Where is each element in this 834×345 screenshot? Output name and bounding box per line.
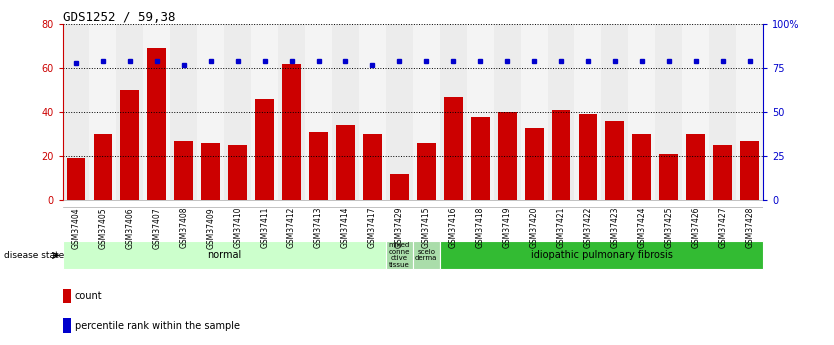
Bar (332, 24, 359, 200)
Bar (632, 134, 651, 200)
Bar (601, 24, 628, 200)
Bar (305, 24, 332, 200)
Bar (143, 24, 170, 200)
Bar (201, 143, 220, 200)
Bar (278, 24, 305, 200)
Text: idiopathic pulmonary fibrosis: idiopathic pulmonary fibrosis (530, 250, 672, 260)
Text: disease state: disease state (4, 251, 64, 260)
Text: GSM37415: GSM37415 (422, 207, 431, 248)
Bar (363, 134, 382, 200)
Bar (551, 110, 570, 200)
Bar (470, 117, 490, 200)
Text: GSM37409: GSM37409 (206, 207, 215, 249)
Bar (417, 143, 435, 200)
Text: GSM37414: GSM37414 (341, 207, 350, 248)
Text: GSM37428: GSM37428 (745, 207, 754, 248)
Text: GSM37422: GSM37422 (584, 207, 592, 248)
Text: GSM37404: GSM37404 (72, 207, 81, 249)
Bar (93, 134, 113, 200)
Text: GSM37406: GSM37406 (125, 207, 134, 249)
Bar (89, 24, 117, 200)
Bar (359, 24, 386, 200)
Bar (386, 24, 413, 200)
Text: GSM37421: GSM37421 (556, 207, 565, 248)
Text: GSM37412: GSM37412 (287, 207, 296, 248)
Bar (120, 90, 139, 200)
Bar (520, 24, 548, 200)
Bar (682, 24, 709, 200)
Bar (444, 97, 463, 200)
Bar (63, 241, 386, 269)
Bar (63, 318, 71, 333)
Bar (224, 24, 251, 200)
Bar (605, 121, 625, 200)
Bar (575, 24, 601, 200)
Text: GSM37429: GSM37429 (394, 207, 404, 248)
Text: GSM37418: GSM37418 (475, 207, 485, 248)
Text: GSM37424: GSM37424 (637, 207, 646, 248)
Text: mixed
conne
ctive
tissue: mixed conne ctive tissue (389, 243, 410, 268)
Bar (117, 24, 143, 200)
Bar (309, 132, 328, 200)
Bar (413, 241, 440, 269)
Text: GSM37427: GSM37427 (718, 207, 727, 248)
Bar (229, 145, 247, 200)
Text: GSM37411: GSM37411 (260, 207, 269, 248)
Bar (170, 24, 198, 200)
Text: GSM37410: GSM37410 (234, 207, 242, 248)
Bar (413, 24, 440, 200)
Bar (548, 24, 575, 200)
Bar (440, 24, 467, 200)
Text: percentile rank within the sample: percentile rank within the sample (75, 321, 240, 331)
Bar (67, 158, 85, 200)
Text: GSM37405: GSM37405 (98, 207, 108, 249)
Bar (736, 24, 763, 200)
Text: GSM37426: GSM37426 (691, 207, 701, 248)
Bar (386, 241, 413, 269)
Bar (251, 24, 278, 200)
Bar (63, 289, 71, 304)
Text: GSM37417: GSM37417 (368, 207, 377, 248)
Bar (336, 125, 355, 200)
Text: scelo
derma: scelo derma (415, 249, 438, 262)
Text: normal: normal (207, 250, 241, 260)
Text: GSM37425: GSM37425 (665, 207, 673, 248)
Text: GSM37416: GSM37416 (449, 207, 458, 248)
Bar (628, 24, 656, 200)
Text: GSM37423: GSM37423 (610, 207, 620, 248)
Bar (660, 154, 678, 200)
Bar (255, 99, 274, 200)
Bar (198, 24, 224, 200)
Text: GSM37420: GSM37420 (530, 207, 539, 248)
Text: count: count (75, 292, 103, 302)
Bar (713, 145, 732, 200)
Bar (467, 24, 494, 200)
Bar (494, 24, 520, 200)
Bar (174, 141, 193, 200)
Text: GSM37413: GSM37413 (314, 207, 323, 248)
Bar (148, 48, 166, 200)
Bar (686, 134, 706, 200)
Bar (498, 112, 516, 200)
Bar (63, 24, 89, 200)
Text: GDS1252 / 59,38: GDS1252 / 59,38 (63, 11, 175, 24)
Bar (579, 114, 597, 200)
Bar (741, 141, 759, 200)
Bar (440, 241, 763, 269)
Bar (390, 174, 409, 200)
Text: GSM37419: GSM37419 (503, 207, 511, 248)
Bar (282, 64, 301, 200)
Text: GSM37407: GSM37407 (153, 207, 161, 249)
Text: GSM37408: GSM37408 (179, 207, 188, 248)
Bar (525, 128, 544, 200)
Bar (656, 24, 682, 200)
Bar (709, 24, 736, 200)
